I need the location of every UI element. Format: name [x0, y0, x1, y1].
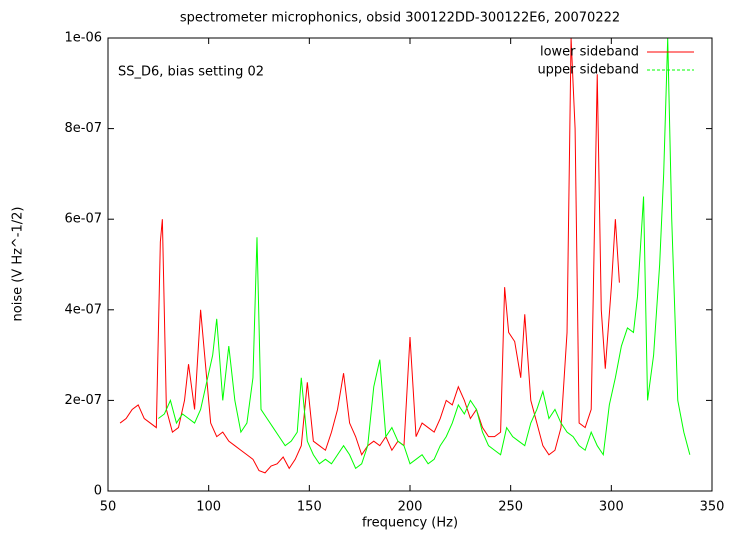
y-tick-label: 6e-07	[64, 212, 102, 227]
y-tick-label: 2e-07	[64, 393, 102, 408]
y-tick-label: 0	[94, 484, 102, 499]
x-tick-label: 150	[297, 500, 322, 515]
x-tick-label: 200	[398, 500, 423, 515]
y-tick-label: 8e-07	[64, 121, 102, 136]
y-axis-label: noise (V Hz^-1/2)	[11, 207, 26, 322]
plot-border	[107, 37, 713, 492]
x-tick-label: 50	[100, 500, 117, 515]
series-line	[158, 37, 691, 470]
y-tick-label: 4e-07	[64, 302, 102, 317]
legend-label: upper sideband	[537, 63, 639, 78]
x-tick-label: 100	[196, 500, 221, 515]
annotation: SS_D6, bias setting 02	[118, 65, 264, 80]
series-line	[119, 37, 620, 474]
x-tick-label: 300	[599, 500, 624, 515]
x-tick-label: 350	[700, 500, 725, 515]
x-axis-label: frequency (Hz)	[362, 516, 458, 531]
y-tick-label: 1e-06	[64, 31, 102, 46]
chart-title: spectrometer microphonics, obsid 300122D…	[180, 11, 620, 26]
x-tick-label: 250	[498, 500, 523, 515]
legend-label: lower sideband	[540, 45, 639, 60]
